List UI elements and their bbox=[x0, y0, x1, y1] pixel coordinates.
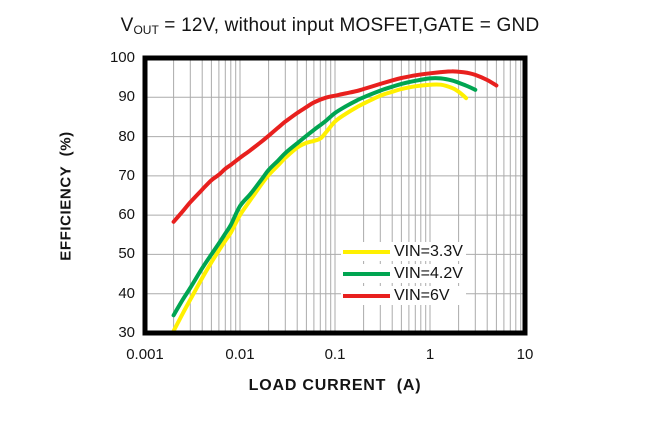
legend: VIN=3.3V VIN=4.2V VIN=6V bbox=[341, 242, 466, 308]
legend-label: VIN=6V bbox=[394, 287, 450, 304]
series-curve-vin-3.3v bbox=[171, 82, 469, 333]
y-tick-label-50: 50 bbox=[118, 245, 135, 263]
chart-title-vout-subscript: OUT bbox=[133, 23, 159, 37]
grid bbox=[145, 58, 525, 333]
legend-item-vin-6v: VIN=6V bbox=[341, 286, 466, 305]
x-axis-label: LOAD CURRENT (A) bbox=[248, 377, 422, 394]
x-tick-label-10: 10 bbox=[516, 346, 534, 363]
legend-label: VIN=4.2V bbox=[394, 265, 463, 282]
y-tick-label-40: 40 bbox=[118, 284, 135, 302]
x-tick-label-1: 1 bbox=[425, 346, 435, 363]
chart-title: VOUT = 12V, without input MOSFET,GATE = … bbox=[60, 15, 600, 37]
series-curve-vin-4.2v bbox=[171, 76, 478, 318]
y-tick-label-90: 90 bbox=[118, 88, 135, 106]
legend-swatch bbox=[343, 271, 390, 276]
legend-label: VIN=3.3V bbox=[394, 243, 463, 260]
plot-border bbox=[142, 55, 528, 336]
y-tick-label-80: 80 bbox=[118, 127, 135, 145]
y-tick-label-70: 70 bbox=[118, 166, 135, 184]
legend-swatch bbox=[343, 249, 390, 254]
legend-item-vin-4.2v: VIN=4.2V bbox=[341, 264, 466, 283]
chart-title-rest: = 12V, without input MOSFET,GATE = GND bbox=[158, 15, 540, 36]
y-tick-label-100: 100 bbox=[109, 49, 135, 66]
x-tick-label-0.001: 0.001 bbox=[126, 346, 164, 363]
legend-item-vin-3.3v: VIN=3.3V bbox=[341, 242, 466, 261]
chart-title-vout: V bbox=[120, 15, 134, 36]
x-tick-label-0.01: 0.01 bbox=[225, 346, 255, 363]
y-tick-label-60: 60 bbox=[118, 206, 135, 224]
x-tick-label-0.1: 0.1 bbox=[324, 346, 346, 363]
y-tick-label-30: 30 bbox=[118, 324, 135, 341]
series-curve-vin-6v bbox=[171, 69, 499, 224]
legend-swatch bbox=[343, 293, 390, 298]
